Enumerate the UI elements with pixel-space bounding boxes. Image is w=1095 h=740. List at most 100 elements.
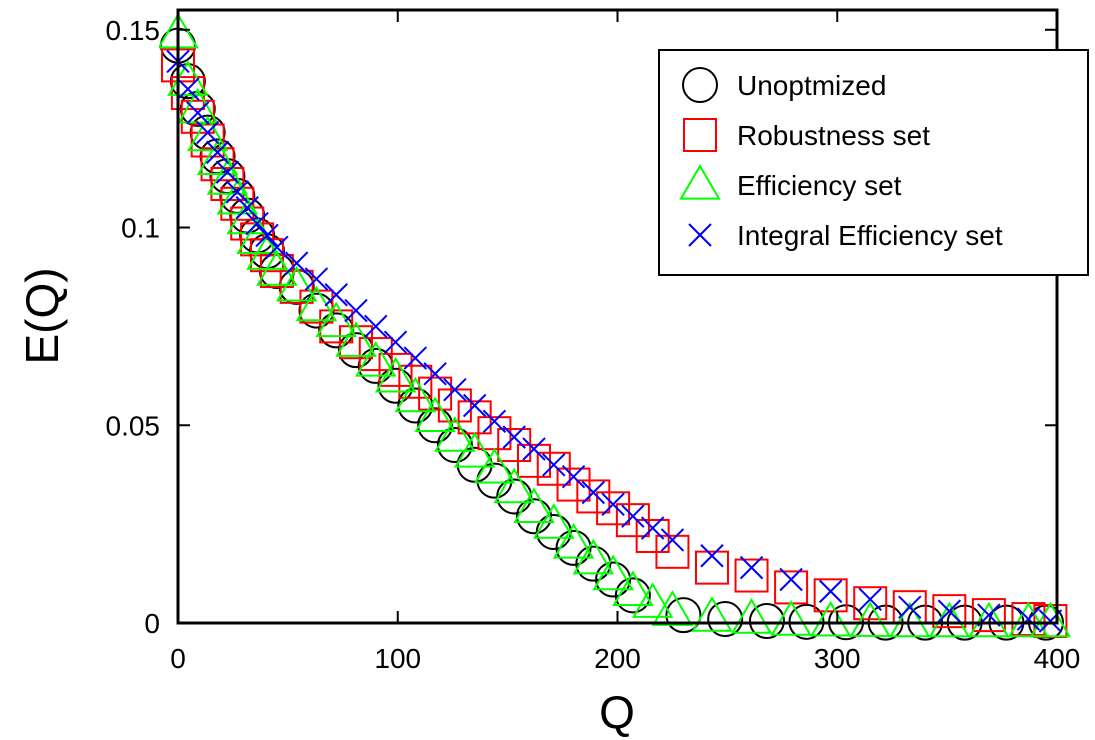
y-axis-title: E(Q) bbox=[16, 267, 68, 364]
legend-marker bbox=[682, 67, 718, 103]
data-point bbox=[707, 601, 744, 638]
x-tick-label: 0 bbox=[170, 643, 186, 674]
data-point bbox=[186, 115, 229, 152]
legend-entry: Efficiency set bbox=[679, 164, 902, 201]
y-tick-label: 0.1 bbox=[121, 213, 160, 244]
data-point bbox=[968, 601, 1010, 638]
data-point bbox=[378, 352, 413, 387]
data-point bbox=[561, 464, 586, 489]
data-point bbox=[556, 467, 591, 502]
data-point bbox=[374, 356, 417, 393]
legend: Unoptmized Robustness set Efficiency set In… bbox=[658, 49, 1089, 276]
data-point bbox=[694, 550, 729, 585]
legend-label: Unoptmized bbox=[737, 70, 886, 101]
plot-layer bbox=[159, 12, 1072, 641]
legend-entry: Integral Efficiency set bbox=[688, 220, 1003, 251]
data-point bbox=[932, 594, 967, 629]
data-point bbox=[1016, 607, 1041, 631]
data-point bbox=[774, 570, 809, 605]
legend-label: Integral Efficiency set bbox=[737, 220, 1003, 251]
y-tick-label: 0 bbox=[144, 608, 160, 639]
data-point bbox=[180, 99, 215, 134]
data-point bbox=[651, 590, 694, 626]
data-point bbox=[552, 522, 595, 559]
data-point bbox=[640, 516, 665, 540]
data-point bbox=[186, 101, 210, 125]
data-point bbox=[398, 364, 433, 399]
legend-marker bbox=[683, 118, 717, 152]
data-point bbox=[691, 596, 733, 632]
data-point bbox=[496, 478, 533, 515]
data-point bbox=[542, 453, 566, 477]
data-point bbox=[482, 409, 507, 434]
data-point bbox=[700, 544, 724, 568]
data-point bbox=[220, 186, 255, 221]
data-point bbox=[453, 431, 496, 468]
data-point bbox=[397, 387, 434, 424]
data-point bbox=[200, 147, 235, 182]
data-point bbox=[324, 283, 348, 307]
data-point bbox=[196, 139, 239, 175]
x-axis-title: Q bbox=[599, 686, 635, 738]
data-point bbox=[522, 437, 546, 461]
data-point bbox=[898, 595, 922, 619]
data-point bbox=[631, 582, 674, 618]
data-point bbox=[937, 599, 962, 623]
data-point bbox=[770, 600, 812, 636]
data-point bbox=[581, 480, 606, 505]
x-tick-label: 100 bbox=[374, 643, 421, 674]
x-tick-label: 400 bbox=[1034, 643, 1081, 674]
data-point bbox=[462, 393, 487, 418]
data-point bbox=[344, 298, 368, 323]
x-tick-label: 300 bbox=[814, 643, 861, 674]
data-point bbox=[255, 223, 279, 248]
data-point bbox=[1007, 601, 1050, 638]
data-point bbox=[364, 314, 388, 339]
data-point bbox=[195, 120, 220, 145]
data-point bbox=[176, 77, 200, 101]
legend-marker bbox=[679, 164, 721, 200]
data-point bbox=[739, 555, 764, 580]
legend-label: Robustness set bbox=[737, 120, 930, 151]
data-point bbox=[338, 325, 373, 360]
data-point bbox=[576, 479, 611, 514]
data-point bbox=[612, 570, 654, 607]
data-point bbox=[215, 160, 240, 184]
data-markers bbox=[159, 12, 1072, 641]
data-point bbox=[748, 603, 785, 640]
data-point bbox=[621, 504, 645, 528]
data-point bbox=[502, 425, 526, 449]
data-point bbox=[533, 503, 575, 539]
data-point bbox=[403, 346, 428, 370]
data-point bbox=[170, 76, 205, 111]
data-point bbox=[275, 265, 318, 302]
y-tick-label: 0.05 bbox=[106, 410, 161, 441]
data-point bbox=[596, 491, 631, 526]
data-point bbox=[513, 487, 555, 523]
data-point bbox=[210, 167, 245, 202]
data-point bbox=[279, 269, 314, 304]
data-point bbox=[284, 251, 309, 275]
data-point bbox=[436, 427, 473, 464]
legend-marker bbox=[688, 223, 712, 247]
data-point bbox=[665, 597, 702, 634]
data-point bbox=[394, 376, 437, 413]
data-point bbox=[417, 407, 454, 444]
data-point bbox=[572, 538, 615, 575]
data-point bbox=[335, 321, 377, 357]
data-point bbox=[655, 534, 690, 569]
data-point bbox=[235, 196, 259, 220]
legend-label: Efficiency set bbox=[737, 170, 902, 201]
data-point bbox=[858, 587, 882, 611]
data-point bbox=[265, 235, 289, 259]
y-tick-label: 0.15 bbox=[106, 15, 161, 46]
data-point bbox=[355, 340, 397, 377]
data-point bbox=[383, 330, 408, 354]
data-point bbox=[245, 211, 269, 236]
data-point bbox=[256, 250, 298, 286]
legend-entry: Unoptmized bbox=[682, 67, 886, 103]
data-point bbox=[205, 140, 230, 165]
data-point bbox=[730, 598, 773, 634]
data-point bbox=[889, 601, 931, 638]
